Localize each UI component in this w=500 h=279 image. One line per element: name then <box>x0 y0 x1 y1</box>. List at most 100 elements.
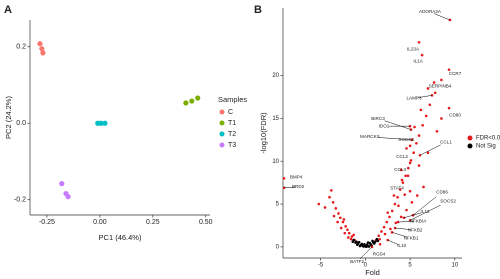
y-axis-title: PC2 (24.2%) <box>4 96 13 139</box>
x-tick-label: 0.50 <box>199 219 213 226</box>
data-point <box>331 201 335 204</box>
annotated-point <box>430 94 434 97</box>
data-point <box>403 193 407 196</box>
x-tick-label: -5 <box>318 263 324 269</box>
data-point <box>421 123 424 127</box>
legend-label: T2 <box>228 131 236 138</box>
gene-label: NFKB2 <box>408 227 423 232</box>
leader-line <box>384 120 412 130</box>
data-point <box>323 206 327 209</box>
data-point <box>357 240 361 244</box>
legend-label: Not Sig <box>476 144 496 150</box>
data-point <box>440 78 443 82</box>
data-point <box>417 134 421 137</box>
leader-line <box>391 232 408 238</box>
data-point <box>398 188 402 191</box>
data-point <box>351 240 355 244</box>
x-tick-label: 0 <box>364 263 368 269</box>
data-point <box>366 241 370 244</box>
y-axis-title: -log10(FDR) <box>259 112 268 154</box>
data-point <box>195 95 201 101</box>
gene-label: STAT4 <box>390 185 404 190</box>
annotated-point <box>282 177 286 180</box>
data-point <box>394 221 398 225</box>
data-point <box>98 120 104 126</box>
gene-label: IL13 <box>421 209 430 214</box>
y-tick-label: 10 <box>272 159 279 165</box>
annotated-point <box>417 40 421 44</box>
data-point <box>433 91 437 95</box>
data-point <box>341 220 345 224</box>
x-tick-label: 0.00 <box>93 219 107 226</box>
gene-label: SOCS3 <box>398 137 414 142</box>
leader-line <box>378 137 412 141</box>
data-point <box>367 245 371 248</box>
data-point <box>350 235 354 238</box>
gene-label: IL10 <box>397 243 406 248</box>
gene-label: CD86 <box>436 189 448 194</box>
leader-line <box>419 144 441 156</box>
data-point <box>347 231 351 235</box>
data-point <box>360 242 364 246</box>
leader-line <box>397 220 415 223</box>
data-point <box>346 228 349 232</box>
gene-label: SERPINB4 <box>429 84 452 89</box>
gene-label: IDO1 <box>379 123 390 128</box>
gene-label: LAMP3 <box>406 96 422 101</box>
gene-label: BIRC3 <box>371 116 385 121</box>
legend-title: Samples <box>218 95 247 104</box>
panel-label: A <box>4 4 12 16</box>
data-point <box>399 215 403 219</box>
data-point <box>405 147 408 150</box>
leader-line <box>359 246 373 260</box>
data-point <box>378 237 381 241</box>
data-point <box>355 243 359 247</box>
gene-label: NFKB1 <box>404 236 419 241</box>
data-point <box>65 194 71 200</box>
data-point <box>440 117 443 120</box>
data-point <box>337 212 340 215</box>
data-point <box>37 41 43 47</box>
legend-swatch <box>219 142 225 148</box>
data-point <box>342 218 346 221</box>
data-point <box>358 244 362 248</box>
gene-label: BMP4 <box>290 175 303 180</box>
data-point <box>405 208 408 212</box>
y-tick-label: 0.0 <box>16 120 26 127</box>
data-point <box>328 195 331 199</box>
annotated-point <box>378 243 382 246</box>
gene-label: CCL1 <box>440 139 452 144</box>
data-point <box>330 189 333 192</box>
annotated-point <box>400 178 404 182</box>
data-point <box>401 181 405 184</box>
legend-label: C <box>228 109 233 116</box>
data-point <box>415 141 418 145</box>
data-point <box>344 225 347 228</box>
data-point <box>382 225 386 229</box>
annotated-point <box>408 161 412 165</box>
leader-line <box>412 196 437 216</box>
gene-label: BRD2 <box>292 184 305 189</box>
data-point <box>338 216 342 220</box>
data-point <box>413 125 416 129</box>
data-point <box>410 201 414 204</box>
data-point <box>317 202 321 206</box>
x-axis-title: PC1 (46.4%) <box>99 233 142 242</box>
data-point <box>339 226 343 230</box>
leader-line <box>284 186 296 189</box>
legend-swatch <box>467 143 473 149</box>
gene-label: RGS4 <box>373 252 386 257</box>
data-point <box>59 181 65 187</box>
data-point <box>390 209 394 213</box>
data-point <box>392 194 396 197</box>
data-point <box>386 211 390 214</box>
leader-line <box>395 227 412 230</box>
data-point <box>40 50 46 56</box>
annotated-point <box>447 106 451 110</box>
data-point <box>373 240 377 244</box>
legend-swatch <box>219 120 225 126</box>
data-point <box>343 231 347 235</box>
annotated-point <box>408 144 412 148</box>
data-point <box>352 233 356 237</box>
data-point <box>419 108 423 112</box>
